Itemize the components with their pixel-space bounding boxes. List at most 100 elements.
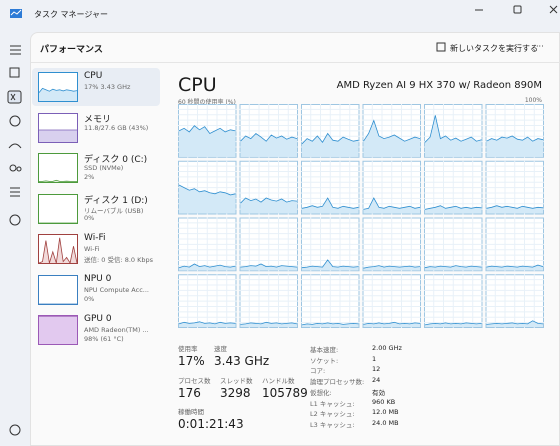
thumbnail: [38, 193, 78, 224]
spec-label: 仮想化:: [310, 388, 332, 397]
usage-line: [486, 205, 544, 209]
item-detail: 送信: 0 受信: 8.0 Kbps: [84, 256, 154, 264]
usage-line: [424, 115, 482, 143]
spec-value: 24: [372, 376, 381, 385]
item-detail: リムーバブル (USB): [84, 206, 144, 215]
usage-area: [363, 120, 420, 157]
spec-label: ソケット:: [310, 356, 339, 365]
stat-label: 速度: [214, 345, 227, 353]
item-detail: 2%: [84, 173, 95, 181]
usage-line: [301, 322, 359, 326]
item-name: ディスク 1 (D:): [84, 195, 148, 206]
main-title: CPU: [178, 74, 217, 96]
stat-label: プロセス数: [178, 377, 211, 385]
spec-label: L3 キャッシュ:: [310, 420, 355, 429]
usage-line: [38, 87, 78, 93]
usage-line: [486, 264, 544, 268]
item-detail: 0%: [84, 213, 95, 222]
usage-line: [178, 321, 236, 325]
usage-line: [240, 197, 298, 204]
usage-line: [424, 322, 482, 326]
item-name: CPU: [84, 71, 103, 81]
usage-line: [486, 135, 544, 142]
item-name: Wi-Fi: [84, 233, 106, 243]
usage-area: [363, 198, 420, 214]
page-title: パフォーマンス: [40, 45, 103, 55]
app-icon: [10, 9, 22, 18]
spec-label: コア:: [310, 367, 326, 376]
usage-line: [240, 263, 298, 268]
window-title: タスク マネージャー: [34, 10, 108, 19]
usage-area: [240, 264, 297, 271]
item-name: メモリ: [84, 114, 112, 125]
item-name: ディスク 0 (C:): [84, 155, 148, 165]
usage-line: [240, 132, 298, 142]
more-button[interactable]: ···: [536, 42, 544, 51]
usage-line: [301, 132, 359, 145]
nav-rail[interactable]: [0, 36, 30, 446]
usage-line: [363, 197, 421, 210]
graph-max: 100%: [524, 97, 542, 104]
item-name: GPU 0: [84, 314, 112, 324]
cpu-model: AMD Ryzen AI 9 HX 370 w/ Radeon 890M: [336, 80, 542, 91]
stat-label: スレッド数: [220, 377, 253, 385]
stat-value: 176: [178, 386, 201, 400]
spec-value: 24.0 MB: [372, 418, 399, 427]
usage-line: [424, 205, 482, 210]
graph-caption: 60 秒間の使用率 (%): [178, 99, 236, 106]
item-detail: 98% (61 °C): [84, 335, 124, 343]
core-graphs: [178, 104, 544, 328]
spec-label: 論理プロセッサ数:: [310, 378, 365, 387]
item-detail: 11.8/27.6 GB (43%): [84, 123, 149, 132]
usage-line: [38, 237, 78, 264]
usage-area: [486, 320, 543, 327]
usage-area: [425, 115, 482, 157]
run-task-button[interactable]: 新しいタスクを実行する: [450, 44, 538, 53]
spec-value: 12.0 MB: [372, 408, 399, 417]
usage-area: [302, 259, 359, 271]
usage-area: [39, 88, 77, 101]
usage-line: [178, 263, 236, 269]
thumbnail: [38, 72, 78, 102]
usage-line: [363, 119, 421, 142]
stat-value: 0:01:21:43: [178, 417, 244, 431]
item-detail: NPU Compute Acc...: [84, 285, 149, 294]
stat-label: 稼働時間: [178, 408, 204, 416]
usage-area: [39, 316, 77, 344]
stat-value: 3298: [220, 386, 251, 400]
usage-area: [486, 265, 543, 271]
usage-line: [301, 259, 359, 269]
usage-line: [424, 265, 482, 269]
thumbnail: [38, 315, 78, 345]
usage-area: [302, 133, 359, 157]
spec-value: 2.00 GHz: [372, 344, 402, 352]
usage-area: [39, 129, 77, 142]
spec-value: 960 KB: [372, 397, 396, 406]
thumb-frame: [38, 153, 78, 183]
stat-value: 3.43 GHz: [214, 354, 270, 368]
usage-line: [301, 197, 359, 209]
window-controls[interactable]: [470, 0, 560, 20]
stat-value: 17%: [178, 354, 205, 368]
separator: [31, 62, 560, 63]
usage-line: [178, 125, 236, 135]
usage-area: [425, 265, 482, 271]
run-icon: [436, 42, 446, 52]
spec-label: L1 キャッシュ:: [310, 399, 355, 408]
thumb-frame: [38, 193, 78, 224]
thumb-frame: [38, 274, 78, 305]
item-name: NPU 0: [84, 273, 112, 284]
thumbnail: [38, 234, 78, 264]
usage-area: [302, 198, 359, 214]
usage-line: [363, 265, 421, 269]
usage-line: [178, 184, 236, 196]
usage-area: [486, 136, 543, 157]
thumbnail: [38, 153, 78, 183]
thumbnail: [38, 274, 78, 305]
usage-line: [363, 321, 421, 325]
stat-label: 使用率: [178, 345, 198, 353]
usage-area: [240, 198, 297, 214]
usage-line: [240, 321, 298, 325]
usage-area: [179, 125, 236, 157]
